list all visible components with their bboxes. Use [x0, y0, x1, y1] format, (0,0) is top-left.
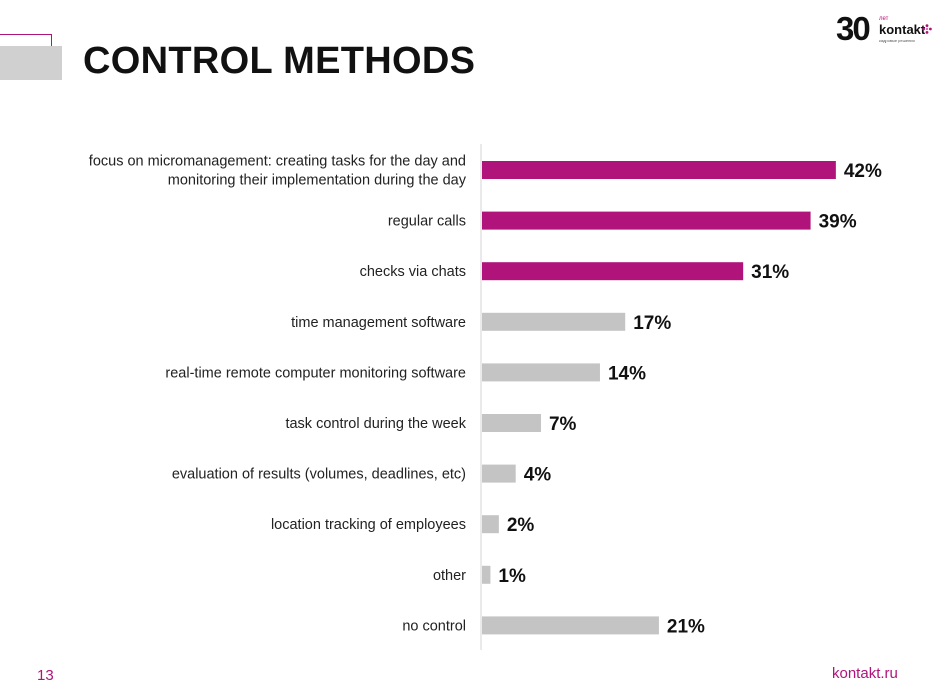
data-label: 1%: [498, 566, 526, 587]
bar: [482, 616, 659, 635]
bar: [482, 312, 626, 331]
bar: [482, 262, 744, 281]
kontakt-logo: 30 лет kontakt кадровые решения: [836, 10, 932, 50]
control-methods-bar-chart: 42% focus on micromanagement: creating ta…: [89, 144, 882, 650]
category-label: task control during the week: [285, 416, 466, 432]
data-label: 39%: [819, 212, 857, 233]
data-label: 21%: [667, 616, 705, 637]
bar: [482, 565, 491, 584]
category-label: regular calls: [388, 214, 466, 230]
category-label: no control: [402, 618, 466, 634]
bar: [482, 363, 600, 382]
category-label: real-time remote computer monitoring sof…: [165, 365, 466, 381]
title-band: [0, 46, 62, 80]
data-label: 4%: [524, 465, 552, 486]
category-label: time management software: [291, 315, 466, 331]
bar: [482, 464, 516, 483]
site-link[interactable]: kontakt.ru: [832, 665, 898, 682]
category-label: checks via chats: [360, 264, 466, 280]
flower-dots-icon: [922, 24, 932, 34]
data-label: 31%: [751, 262, 789, 283]
data-label: 42%: [844, 161, 882, 182]
category-label: evaluation of results (volumes, deadline…: [172, 467, 466, 483]
logo-number: 30: [836, 10, 871, 47]
bar: [482, 211, 811, 230]
data-label: 2%: [507, 515, 535, 536]
page-number: 13: [37, 667, 54, 684]
bar: [482, 414, 541, 432]
category-label: focus on micromanagement: creating tasks…: [89, 154, 466, 170]
logo-small-top: лет: [879, 16, 889, 22]
category-label: other: [433, 568, 466, 584]
category-label: location tracking of employees: [271, 517, 466, 533]
data-label: 14%: [608, 363, 646, 384]
bar: [482, 161, 836, 179]
data-label: 17%: [633, 313, 671, 334]
logo-word: kontakt: [879, 22, 926, 37]
page-title: CONTROL METHODS: [83, 40, 476, 82]
logo-small-bottom: кадровые решения: [879, 38, 915, 43]
bar: [482, 515, 499, 534]
category-label: monitoring their implementation during t…: [168, 173, 467, 189]
data-label: 7%: [549, 414, 577, 435]
